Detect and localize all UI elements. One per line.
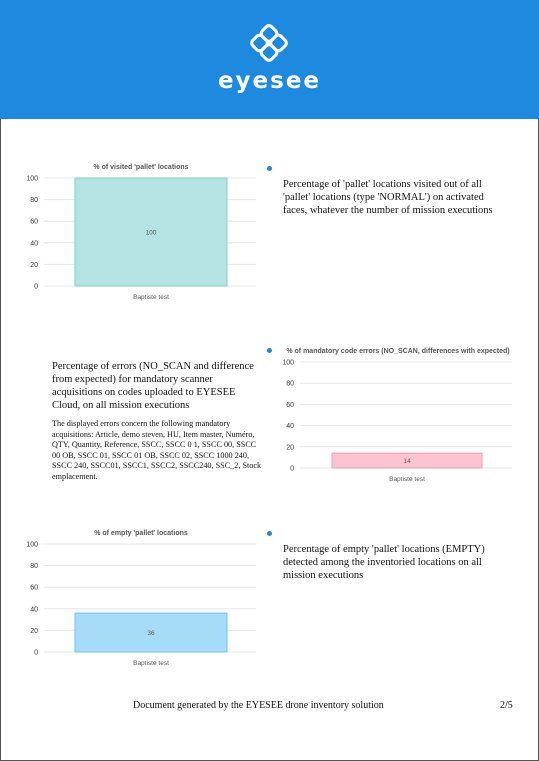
bar-value-label: 36 [147,630,155,637]
x-category-label: Baptiste test [133,294,169,301]
chart-title: % of visited 'pallet' locations [93,164,188,171]
y-tick-label: 60 [30,219,38,226]
y-tick-label: 0 [34,650,38,657]
section-2-note: The displayed errors concern the followi… [52,419,262,481]
y-tick-label: 80 [30,563,38,570]
chart-svg: % of visited 'pallet' locations 100 80 60 40… [26,164,256,301]
y-tick-label: 40 [30,606,38,613]
y-tick-label: 20 [30,628,38,635]
header-banner: eyesee [0,0,539,119]
chart-title: % of empty 'pallet' locations [94,530,188,537]
y-tick-label: 100 [26,542,38,549]
chart-empty-pallet-locations: % of empty 'pallet' locations 100 80 60 40 20… [24,526,259,668]
chart-visited-pallet-locations: % of visited 'pallet' locations 100 80 60 40… [24,160,259,302]
bar [74,177,228,287]
y-tick-label: 60 [286,402,294,409]
section-3-description: Percentage of empty 'pallet' locations (… [283,544,485,581]
bullet-dot [267,531,272,536]
section-2-description: Percentage of errors (NO_SCAN and differ… [52,361,254,411]
chart-svg: % of mandatory code errors (NO_SCAN, dif… [282,348,512,483]
y-tick-label: 20 [286,444,294,451]
y-tick-label: 80 [286,381,294,388]
y-tick-label: 60 [30,585,38,592]
y-tick-label: 100 [282,360,294,367]
chart-svg: % of empty 'pallet' locations 100 80 60 40 20… [26,530,256,667]
y-tick-label: 0 [34,284,38,291]
bar [74,612,228,653]
bullet-dot [267,166,272,171]
section-1-description: Percentage of 'pallet' locations visited… [283,179,493,216]
bullet-dot [267,348,272,353]
x-category-label: Baptiste test [133,660,169,667]
x-category-label: Baptiste test [389,476,425,483]
eyesee-logo-icon [250,24,288,62]
y-tick-label: 100 [26,176,38,183]
bar-value-label: 100 [146,230,157,237]
y-tick-label: 20 [30,262,38,269]
chart-mandatory-code-errors: % of mandatory code errors (NO_SCAN, dif… [280,344,515,486]
y-tick-label: 0 [290,466,294,473]
page-number: 2/5 [500,700,513,711]
y-tick-label: 80 [30,197,38,204]
y-tick-label: 40 [286,423,294,430]
brand-name: eyesee [217,68,322,94]
bar [331,452,483,469]
chart-title: % of mandatory code errors (NO_SCAN, dif… [286,348,509,355]
y-tick-label: 40 [30,240,38,247]
bar-value-label: 14 [403,458,411,465]
footer-text: Document generated by the EYESEE drone i… [133,700,384,711]
